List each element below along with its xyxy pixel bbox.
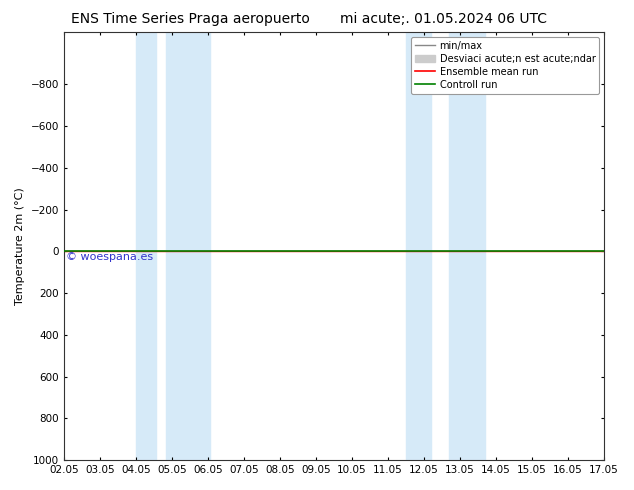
Text: mi acute;. 01.05.2024 06 UTC: mi acute;. 01.05.2024 06 UTC (340, 12, 547, 26)
Y-axis label: Temperature 2m (°C): Temperature 2m (°C) (15, 187, 25, 305)
Bar (167, 32, 210, 460)
Legend: min/max, Desviaci acute;n est acute;ndar, Ensemble mean run, Controll run: min/max, Desviaci acute;n est acute;ndar… (411, 37, 599, 94)
Bar (406, 32, 431, 460)
Bar (450, 32, 485, 460)
Bar (136, 32, 156, 460)
Text: © woespana.es: © woespana.es (67, 252, 153, 262)
Text: ENS Time Series Praga aeropuerto: ENS Time Series Praga aeropuerto (71, 12, 309, 26)
